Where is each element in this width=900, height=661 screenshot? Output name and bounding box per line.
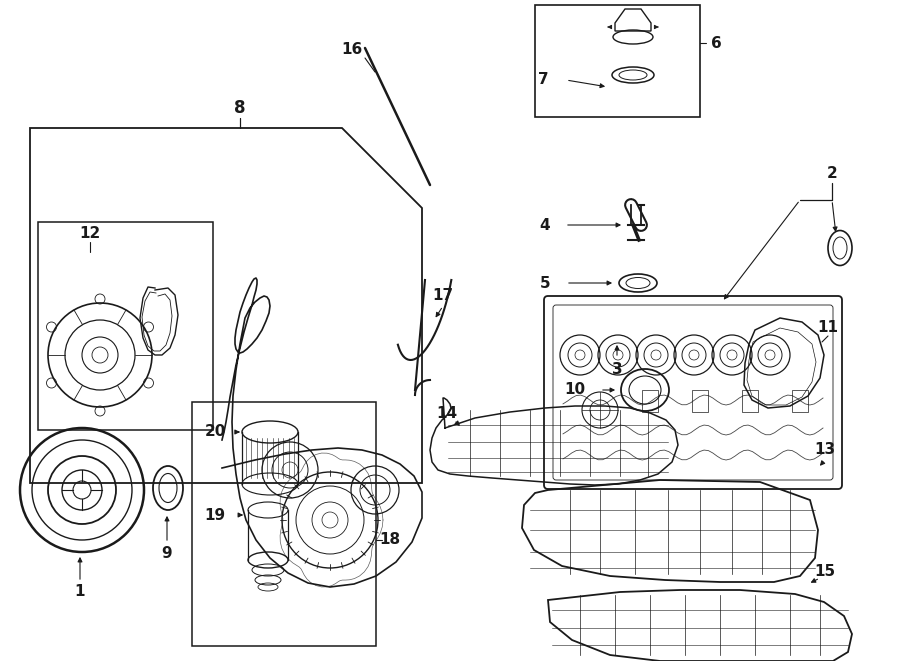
Text: 4: 4 [540, 217, 550, 233]
Bar [692, 390, 708, 412]
Bar [742, 390, 758, 412]
Bar [535, 5, 700, 117]
Text: 5: 5 [540, 276, 550, 290]
Text: 10: 10 [564, 383, 586, 397]
Text: 1: 1 [75, 584, 86, 600]
Text: 19: 19 [204, 508, 226, 522]
Text: 16: 16 [341, 42, 363, 58]
Text: 14: 14 [436, 405, 457, 420]
Text: 9: 9 [162, 545, 172, 561]
Text: 15: 15 [814, 564, 835, 580]
Bar [642, 390, 658, 412]
Text: 7: 7 [537, 73, 548, 87]
Text: 11: 11 [817, 321, 839, 336]
Text: 13: 13 [814, 442, 835, 457]
Text: 8: 8 [234, 99, 246, 117]
Text: 2: 2 [826, 165, 837, 180]
Text: 3: 3 [612, 362, 622, 377]
Text: 6: 6 [711, 36, 722, 50]
Text: 20: 20 [204, 424, 226, 440]
Bar [792, 390, 808, 412]
Text: 12: 12 [79, 225, 101, 241]
Text: 17: 17 [432, 288, 454, 303]
Bar [192, 402, 376, 646]
Text: 18: 18 [380, 533, 400, 547]
Bar [38, 222, 213, 430]
